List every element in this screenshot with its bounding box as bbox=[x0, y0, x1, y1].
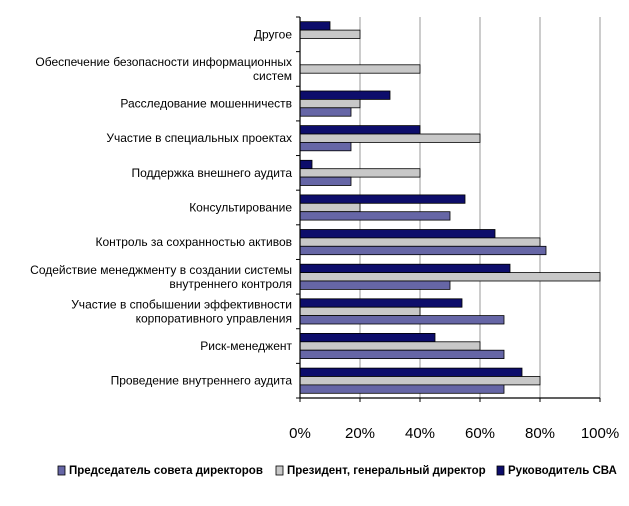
category-label: систем bbox=[253, 69, 292, 83]
category-label: Другое bbox=[254, 27, 292, 41]
bar-1 bbox=[299, 263, 511, 274]
bar-3 bbox=[299, 384, 505, 394]
bar-2 bbox=[299, 341, 481, 351]
x-tick-label: 80% bbox=[525, 425, 555, 442]
bar-2 bbox=[299, 306, 421, 317]
category-label: Содействие менеджменту в создании систем… bbox=[30, 263, 292, 277]
bar-1 bbox=[299, 159, 313, 170]
category-label: Риск-менеджент bbox=[200, 339, 292, 353]
category-label: Участие в специальных проектах bbox=[106, 131, 292, 145]
legend-label: Председатель совета директоров bbox=[69, 465, 263, 477]
category-label: Контроль за сохранностью активов bbox=[95, 235, 292, 249]
bar-2 bbox=[299, 133, 481, 143]
category-label: Проведение внутреннего аудита bbox=[111, 374, 293, 388]
bar-1 bbox=[299, 367, 523, 377]
category-label: Обеспечение безопасности информационных bbox=[35, 55, 292, 69]
category-label: корпоративного управления bbox=[136, 311, 292, 325]
bar-2 bbox=[299, 99, 361, 109]
bar-1 bbox=[299, 229, 496, 239]
bar-2 bbox=[299, 29, 361, 39]
x-tick-label: 40% bbox=[405, 425, 435, 442]
bar-1 bbox=[299, 21, 331, 31]
bar-3 bbox=[299, 280, 451, 290]
x-tick-label: 100% bbox=[581, 425, 619, 442]
bar-2 bbox=[299, 376, 541, 386]
bar-2 bbox=[299, 64, 421, 74]
bar-3 bbox=[299, 211, 451, 221]
bar-1 bbox=[299, 125, 421, 135]
x-tick-label: 0% bbox=[289, 425, 311, 442]
category-label: внутреннего контроля bbox=[169, 277, 292, 291]
x-tick-label: 60% bbox=[465, 425, 495, 442]
bar-3 bbox=[299, 176, 352, 186]
legend-swatch bbox=[275, 465, 284, 476]
legend-swatch bbox=[496, 465, 505, 476]
category-label: Участие в спобышении эффективности bbox=[71, 297, 292, 311]
bar-3 bbox=[299, 107, 352, 117]
bar-1 bbox=[299, 194, 466, 204]
category-label: Расследование мошенничеств bbox=[120, 97, 292, 111]
bar-1 bbox=[299, 90, 391, 100]
bar-3 bbox=[299, 141, 352, 152]
bar-3 bbox=[299, 349, 505, 360]
category-label: Поддержка внешнего аудита bbox=[131, 166, 292, 180]
legend-label: Руководитель СВА bbox=[508, 465, 617, 477]
bar-1 bbox=[299, 332, 436, 343]
bar-2 bbox=[299, 272, 601, 282]
legend-swatch bbox=[57, 465, 66, 476]
bar-2 bbox=[299, 168, 421, 178]
bar-3 bbox=[299, 315, 505, 325]
x-tick-label: 20% bbox=[345, 425, 375, 442]
bar-2 bbox=[299, 202, 361, 213]
category-label: Консультирование bbox=[189, 201, 292, 215]
bar-3 bbox=[299, 245, 547, 256]
legend-label: Президент, генеральный директор bbox=[287, 465, 486, 477]
bar-1 bbox=[299, 298, 463, 308]
bar-2 bbox=[299, 237, 541, 247]
